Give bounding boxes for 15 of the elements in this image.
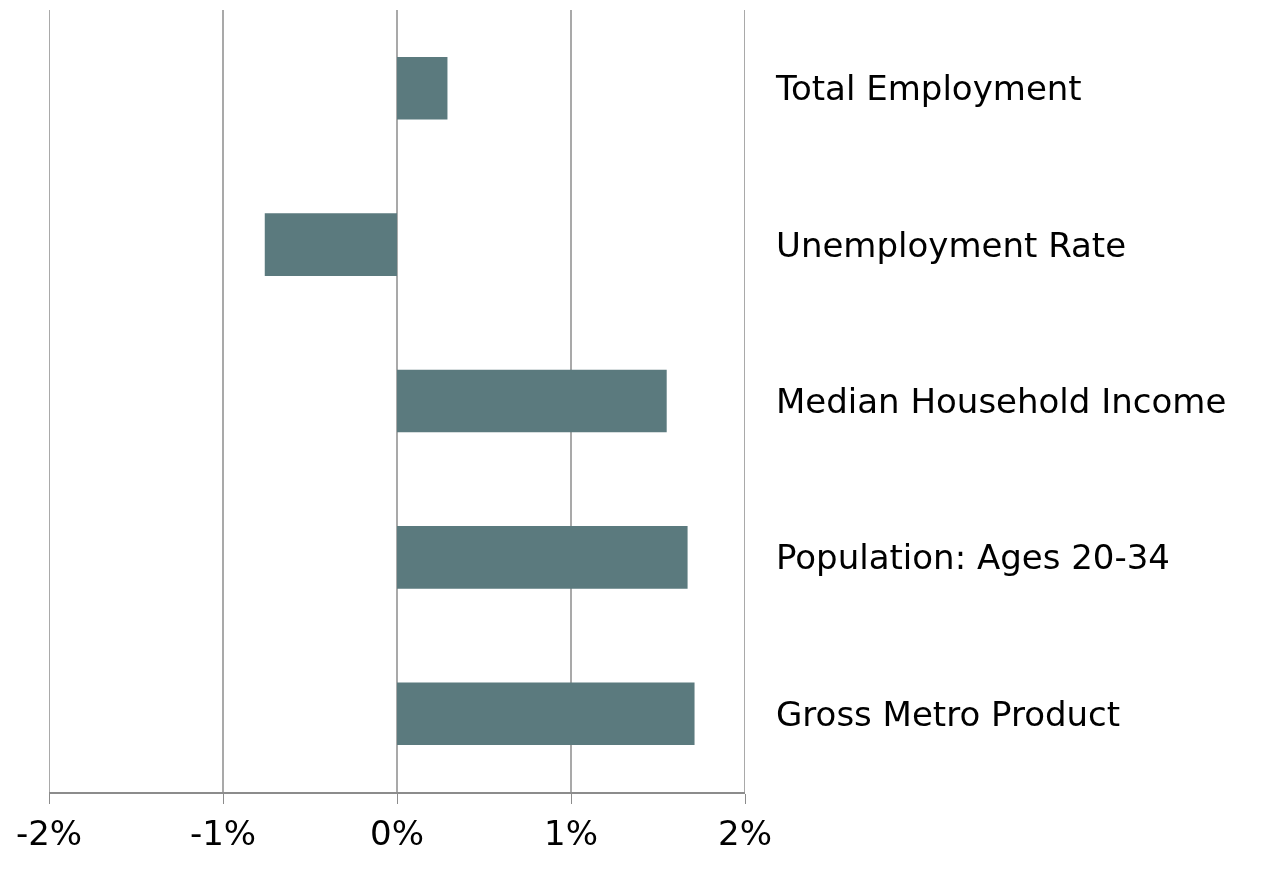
y-tick-label: Unemployment Rate xyxy=(776,224,1127,265)
x-tick-label: -1% xyxy=(189,812,257,853)
x-tick-label: 0% xyxy=(370,812,424,853)
bar xyxy=(397,369,667,433)
x-tick-label: 2% xyxy=(718,812,772,853)
y-tick-label: Total Employment xyxy=(775,68,1082,109)
y-tick-label: Population: Ages 20-34 xyxy=(776,537,1170,578)
y-tick-label: Gross Metro Product xyxy=(776,693,1121,734)
bar xyxy=(397,526,688,589)
y-tick-label: Median Household Income xyxy=(776,380,1227,421)
bar xyxy=(397,56,448,120)
x-tick-label: 1% xyxy=(544,812,598,853)
x-tick-label: -2% xyxy=(15,812,83,853)
bar xyxy=(397,682,695,746)
bar xyxy=(264,213,397,276)
